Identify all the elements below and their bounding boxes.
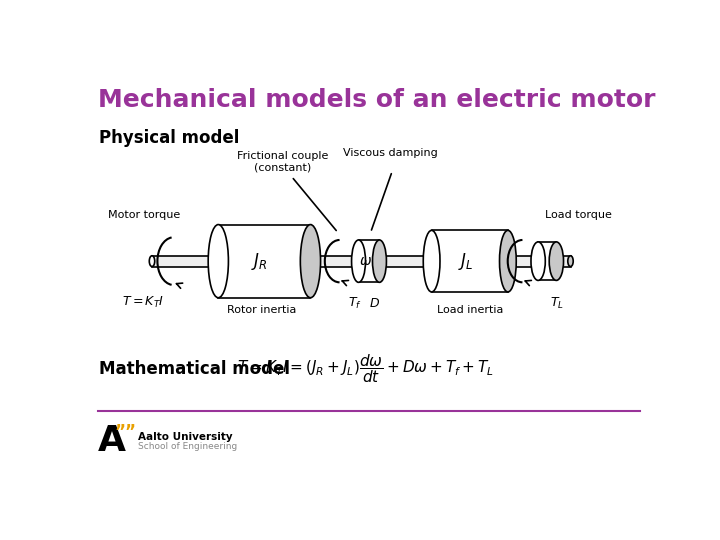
- Ellipse shape: [568, 256, 573, 267]
- Text: Rotor inertia: Rotor inertia: [228, 305, 297, 315]
- Text: Physical model: Physical model: [99, 129, 240, 147]
- Text: Motor torque: Motor torque: [108, 210, 181, 220]
- Text: $J_R$: $J_R$: [251, 251, 268, 272]
- Text: $\omega$: $\omega$: [359, 254, 372, 268]
- Ellipse shape: [549, 242, 564, 280]
- Ellipse shape: [300, 225, 320, 298]
- Text: Mathematical model: Mathematical model: [99, 360, 290, 378]
- Bar: [218, 225, 310, 298]
- Text: $J_L$: $J_L$: [458, 251, 473, 272]
- Text: Mechanical models of an electric motor: Mechanical models of an electric motor: [98, 88, 655, 112]
- Ellipse shape: [500, 231, 516, 292]
- Text: Viscous damping: Viscous damping: [343, 148, 438, 158]
- Text: $T = K_T I = (J_R + J_L)\dfrac{d\omega}{dt} + D\omega + T_f + T_L$: $T = K_T I = (J_R + J_L)\dfrac{d\omega}{…: [238, 353, 495, 386]
- Text: School of Engineering: School of Engineering: [138, 442, 238, 451]
- Ellipse shape: [372, 240, 387, 282]
- Text: Load torque: Load torque: [545, 210, 612, 220]
- Ellipse shape: [208, 225, 228, 298]
- Ellipse shape: [351, 240, 366, 282]
- Text: A: A: [98, 423, 126, 457]
- Text: Frictional couple
(constant): Frictional couple (constant): [236, 151, 328, 173]
- Text: Aalto University: Aalto University: [138, 431, 233, 442]
- Bar: [152, 256, 570, 267]
- Ellipse shape: [423, 231, 440, 292]
- Bar: [359, 240, 379, 282]
- Text: $T_f$: $T_f$: [348, 296, 362, 311]
- Text: Load inertia: Load inertia: [436, 305, 503, 315]
- Bar: [431, 231, 508, 292]
- Text: $T = K_T I$: $T = K_T I$: [122, 294, 164, 309]
- Bar: [538, 242, 557, 280]
- Text: $D$: $D$: [369, 297, 380, 310]
- Text: $T_L$: $T_L$: [549, 296, 564, 311]
- Text: ””: ””: [114, 423, 137, 441]
- Ellipse shape: [531, 242, 545, 280]
- Ellipse shape: [149, 256, 155, 267]
